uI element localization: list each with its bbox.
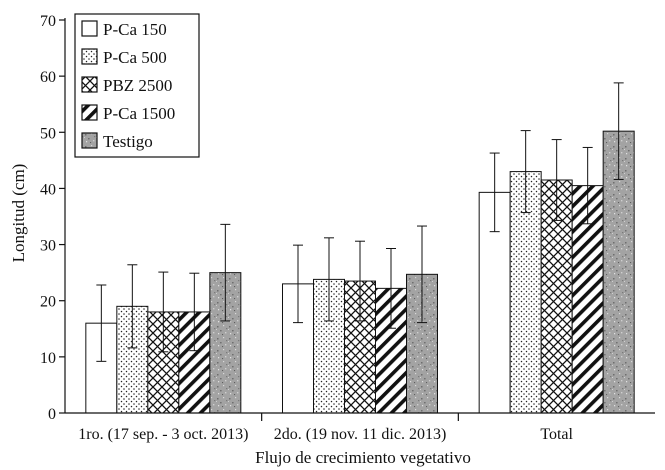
legend-swatch [81, 132, 98, 149]
error-bar [520, 130, 531, 214]
legend-label: P-Ca 500 [103, 48, 167, 67]
error-bar [551, 139, 562, 221]
y-tick-label: 50 [40, 125, 56, 142]
error-bar [220, 223, 231, 322]
x-category-label: 1ro. (17 sep. - 3 oct. 2013) [78, 426, 248, 443]
x-category-label: 2do. (19 nov. 11 dic. 2013) [274, 426, 447, 443]
legend-label: P-Ca 1500 [103, 104, 175, 123]
x-axis-title: Flujo de crecimiento vegetativo [255, 448, 471, 467]
error-bar [293, 244, 303, 324]
error-bar [613, 82, 624, 180]
error-bar [355, 240, 365, 322]
y-tick-label: 70 [40, 13, 56, 30]
y-tick-label: 20 [40, 294, 56, 311]
y-tick-label: 60 [40, 69, 56, 86]
legend-swatch [81, 76, 98, 93]
y-tick-label: 40 [40, 181, 56, 198]
error-bar [189, 272, 200, 352]
error-bar [417, 225, 427, 324]
legend-swatch [81, 20, 98, 37]
legend-swatch [81, 48, 98, 65]
legend-label: Testigo [103, 132, 153, 151]
y-tick-label: 10 [40, 350, 56, 367]
y-tick-label: 30 [40, 238, 56, 255]
y-tick-label: 0 [48, 406, 56, 423]
x-category-label: Total [540, 426, 573, 443]
error-bar [96, 284, 107, 362]
legend-swatch [81, 104, 98, 121]
axes [64, 18, 655, 414]
error-bar [127, 264, 138, 349]
legend-label: P-Ca 150 [103, 20, 167, 39]
error-bar [489, 152, 500, 233]
legend: P-Ca 150 P-Ca 500 PBZ 2500 P-Ca 1500 Testigo [74, 13, 200, 158]
error-bar [386, 248, 396, 329]
legend-label: PBZ 2500 [103, 76, 172, 95]
error-bar [582, 146, 593, 225]
y-axis-title: Longitud (cm) [9, 164, 28, 263]
error-bar [324, 237, 334, 322]
error-bar [158, 271, 169, 353]
